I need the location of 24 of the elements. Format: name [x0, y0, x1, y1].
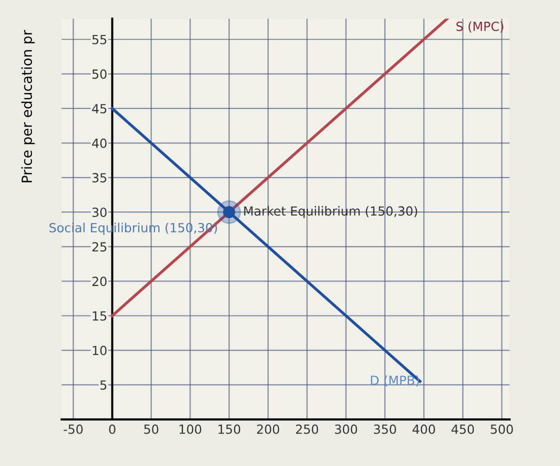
x-tick-label: 150	[218, 424, 240, 434]
y-tick-label: 20	[92, 276, 107, 286]
x-tick-label: 200	[257, 424, 280, 434]
x-tick-label: 250	[296, 424, 318, 434]
y-axis-title: Price per education pr	[21, 30, 35, 182]
y-tick-label: 15	[92, 311, 106, 321]
x-tick-label: 0	[109, 424, 116, 434]
y-tick-label: 55	[92, 35, 106, 44]
y-tick-label: 10	[92, 346, 107, 356]
y-tick-label: 5	[100, 380, 106, 390]
x-tick-label: 500	[490, 424, 513, 434]
x-tick-label: 350	[374, 424, 396, 434]
y-tick-label: 25	[92, 242, 106, 252]
x-tick-label: 450	[452, 424, 474, 434]
y-tick-label: 45	[92, 104, 106, 114]
x-tick-label: 300	[335, 424, 358, 434]
y-tick-label: 50	[92, 69, 107, 79]
x-tick-label: 400	[412, 424, 435, 434]
y-tick-label: 30	[92, 208, 107, 218]
x-tick-label: -50	[64, 424, 83, 434]
y-tick-label: 40	[92, 138, 107, 148]
y-tick-label: 35	[92, 173, 106, 182]
x-tick-label: 50	[144, 424, 158, 434]
x-tick-label: 100	[180, 424, 202, 434]
